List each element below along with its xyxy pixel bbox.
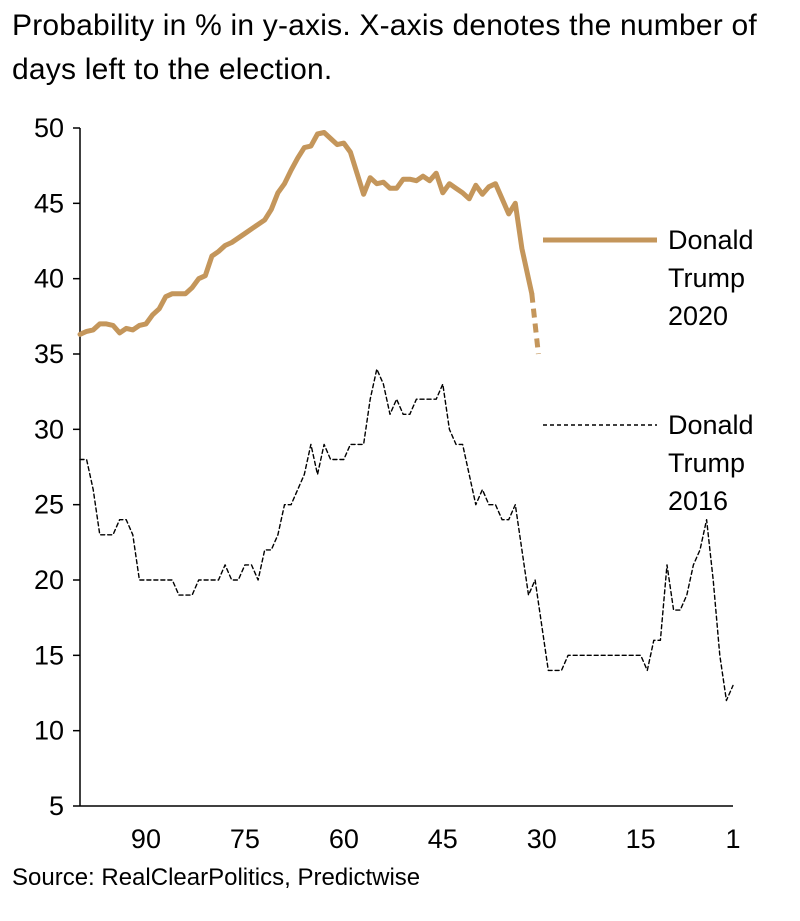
series-line-2	[79, 368, 734, 702]
y-tick-label: 40	[34, 264, 64, 294]
x-tick-label: 45	[428, 824, 458, 854]
legend-label-1: Donald Trump 2020	[668, 225, 754, 331]
x-axis-ticks: 90 75 60 45 30 15 1	[131, 824, 741, 854]
y-tick-label: 35	[34, 339, 64, 369]
y-tick-label: 50	[34, 113, 64, 143]
x-tick-label: 1	[725, 824, 740, 854]
x-tick-label: 75	[230, 824, 260, 854]
legend-label-2: Donald Trump 2016	[668, 410, 754, 516]
legend-label-line: 2020	[668, 301, 728, 331]
series-lines	[77, 130, 734, 702]
y-tick-label: 10	[34, 716, 64, 746]
legend-label-line: Trump	[668, 263, 745, 293]
chart-title: Probability in % in y-axis. X-axis denot…	[12, 9, 757, 86]
x-tick-label: 15	[626, 824, 656, 854]
y-axis-ticks: 5 10 15 20 25 30 35 40 45 50	[34, 113, 80, 821]
x-tick-label: 60	[329, 824, 359, 854]
y-tick-label: 5	[49, 791, 64, 821]
y-tick-label: 20	[34, 565, 64, 595]
legend-label-line: Trump	[668, 448, 745, 478]
y-tick-label: 15	[34, 640, 64, 670]
y-tick-label: 30	[34, 414, 64, 444]
legend-label-line: Donald	[668, 410, 754, 440]
series-projection-1	[529, 293, 541, 355]
series-line-1	[77, 130, 535, 337]
legend-label-line: 2016	[668, 486, 728, 516]
y-tick-label: 25	[34, 490, 64, 520]
legend-label-line: Donald	[668, 225, 754, 255]
y-tick-label: 45	[34, 188, 64, 218]
source-note: Source: RealClearPolitics, Predictwise	[12, 864, 421, 891]
axes	[79, 128, 733, 807]
x-tick-label: 90	[131, 824, 161, 854]
legend: Donald Trump 2020 Donald Trump 2016	[543, 225, 754, 516]
x-tick-label: 30	[527, 824, 557, 854]
